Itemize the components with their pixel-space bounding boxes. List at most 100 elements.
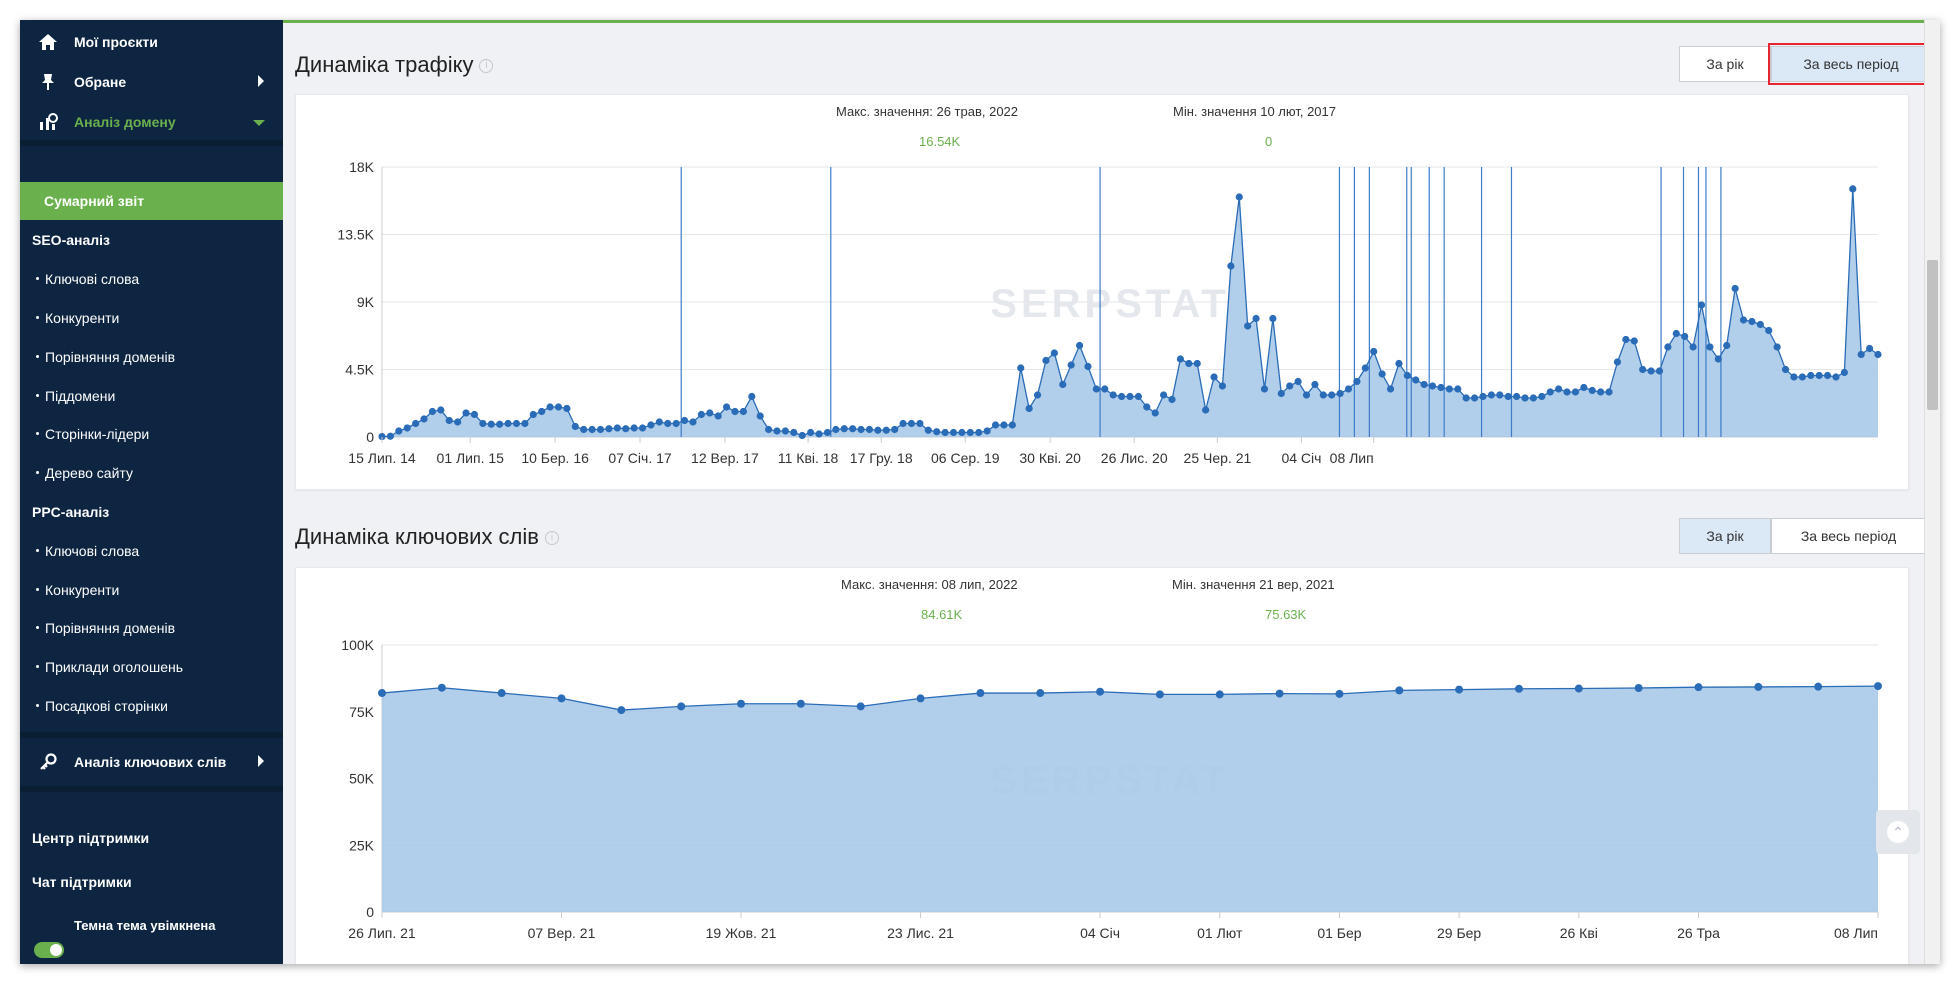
data-point xyxy=(1773,343,1781,351)
data-point xyxy=(1386,385,1395,393)
nav-keyword-analysis[interactable]: Аналіз ключових слів xyxy=(20,744,283,780)
keywords-min-label: Мін. значення 21 вер, 2021 xyxy=(1172,577,1335,592)
ppc-competitors[interactable]: Конкуренти xyxy=(20,582,283,598)
seo-domain-compare-label: Порівняння доменів xyxy=(45,349,176,365)
data-point xyxy=(857,425,865,434)
data-point xyxy=(487,420,495,428)
data-point xyxy=(1807,371,1815,380)
x-tick-label: 23 Лис. 21 xyxy=(887,925,954,941)
y-tick-label: 100K xyxy=(341,637,374,653)
support-center-link[interactable]: Центр підтримки xyxy=(32,830,150,846)
data-point xyxy=(1814,682,1823,691)
x-tick-label: 01 Лип. 15 xyxy=(437,450,505,466)
data-point xyxy=(1428,382,1437,390)
keywords-all-period-button[interactable]: За весь період xyxy=(1771,518,1926,554)
data-point xyxy=(739,407,747,416)
data-point xyxy=(557,694,566,703)
traffic-all-period-button[interactable]: За весь період xyxy=(1768,43,1934,85)
nav-summary-report[interactable]: Сумарний звіт xyxy=(20,182,283,220)
seo-competitors[interactable]: Конкуренти xyxy=(20,310,283,326)
scrollbar[interactable] xyxy=(1924,20,1940,964)
data-point xyxy=(765,425,773,434)
keywords-title-text: Динаміка ключових слів xyxy=(295,524,539,549)
ppc-keywords[interactable]: Ключові слова xyxy=(20,543,283,559)
data-point xyxy=(1455,685,1464,694)
nav-domain-analysis[interactable]: Аналіз домену xyxy=(20,104,283,140)
y-tick-label: 75K xyxy=(349,704,375,720)
data-point xyxy=(781,427,790,435)
data-point xyxy=(1563,388,1571,396)
data-point xyxy=(529,410,537,419)
x-tick-label: 04 Січ xyxy=(1080,925,1120,941)
data-point xyxy=(496,420,504,428)
data-point xyxy=(1731,284,1739,293)
scrollbar-thumb[interactable] xyxy=(1927,260,1938,410)
data-point xyxy=(933,428,941,436)
traffic-year-button[interactable]: За рік xyxy=(1679,46,1771,82)
data-point xyxy=(1059,380,1067,389)
data-point xyxy=(1033,391,1042,399)
info-icon[interactable]: i xyxy=(479,59,494,74)
traffic-title-text: Динаміка трафіку xyxy=(295,52,474,77)
data-point xyxy=(1008,421,1016,429)
x-tick-label: 30 Кві. 20 xyxy=(1019,450,1081,466)
ppc-ad-examples[interactable]: Приклади оголошень xyxy=(20,659,283,675)
data-point xyxy=(378,432,386,441)
keywords-period-toggle: За рік За весь період xyxy=(1679,518,1926,554)
data-point xyxy=(1395,686,1404,695)
data-point xyxy=(807,428,815,437)
ppc-section-title: PPC-аналіз xyxy=(32,504,110,520)
seo-domain-compare[interactable]: Порівняння доменів xyxy=(20,349,283,365)
data-point xyxy=(737,699,746,708)
nav-my-projects[interactable]: Мої проєкти xyxy=(20,24,283,60)
data-point xyxy=(1092,385,1100,393)
data-point xyxy=(1412,376,1420,384)
data-point xyxy=(504,419,512,428)
data-point xyxy=(1202,406,1210,414)
data-point xyxy=(1538,392,1546,401)
data-point xyxy=(865,425,874,434)
data-point xyxy=(470,410,479,419)
data-point xyxy=(1445,385,1453,393)
data-point xyxy=(1756,320,1764,329)
data-point xyxy=(445,416,453,425)
seo-keywords[interactable]: Ключові слова xyxy=(20,271,283,287)
dark-theme-toggle[interactable] xyxy=(34,942,64,958)
support-chat-link[interactable]: Чат підтримки xyxy=(32,874,132,890)
data-point xyxy=(1580,383,1588,392)
chevron-down-icon xyxy=(253,114,265,130)
seo-top-pages[interactable]: Сторінки-лідери xyxy=(20,426,283,442)
data-point xyxy=(1597,388,1605,396)
info-icon[interactable]: i xyxy=(544,531,559,546)
data-point xyxy=(512,419,521,428)
data-point xyxy=(1739,316,1748,324)
seo-top-pages-label: Сторінки-лідери xyxy=(45,426,150,442)
data-point xyxy=(991,421,1000,429)
ppc-landing-pages[interactable]: Посадкові сторінки xyxy=(20,698,283,714)
traffic-chart: SERPSTAT 0 4.5K 9K 13.5K 18K 15 Лип. 14 01 Лип.… xyxy=(337,159,1882,466)
data-point xyxy=(1790,373,1798,381)
y-tick-label: 18K xyxy=(349,159,375,175)
nav-my-projects-label: Мої проєкти xyxy=(74,34,158,50)
x-tick-label: 25 Чер. 21 xyxy=(1184,450,1252,466)
scroll-to-top-button[interactable]: ⌃ xyxy=(1876,810,1920,854)
data-point xyxy=(1832,373,1840,381)
top-accent-bar xyxy=(283,20,1940,23)
data-point xyxy=(1025,404,1033,413)
nav-favorites[interactable]: Обране xyxy=(20,64,283,100)
data-point xyxy=(563,404,571,413)
chevron-right-icon xyxy=(257,754,265,770)
keywords-year-button[interactable]: За рік xyxy=(1679,518,1771,554)
data-point xyxy=(588,425,596,434)
data-point xyxy=(1117,392,1126,401)
series-area xyxy=(382,686,1878,912)
data-point xyxy=(1395,359,1403,368)
data-point xyxy=(1714,355,1722,363)
data-point xyxy=(1335,689,1344,698)
seo-site-tree[interactable]: Дерево сайту xyxy=(20,465,283,481)
ppc-domain-compare[interactable]: Порівняння доменів xyxy=(20,620,283,636)
data-point xyxy=(1849,185,1857,193)
seo-subdomains[interactable]: Піддомени xyxy=(20,388,283,404)
traffic-chart-card: Макс. значення: 26 трав, 2022 16.54K Мін… xyxy=(295,94,1909,490)
data-point xyxy=(1823,371,1832,380)
